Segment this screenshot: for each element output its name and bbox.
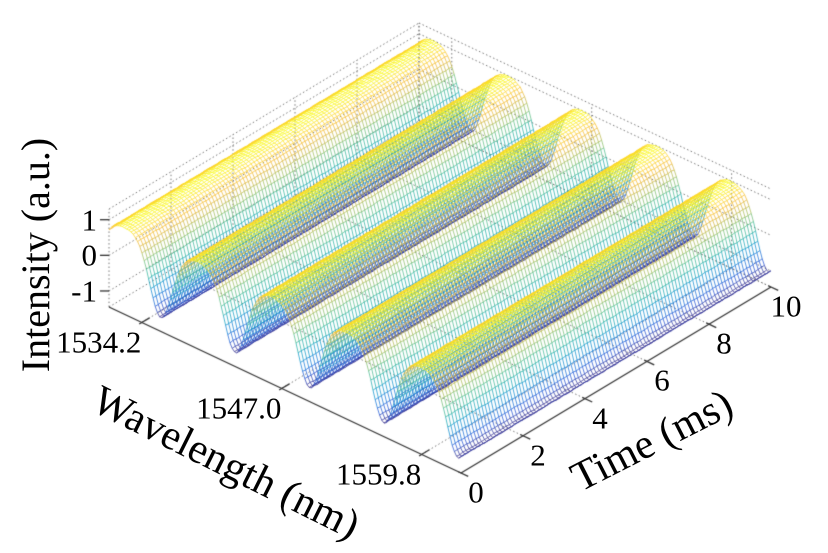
time-tick-label: 6 — [654, 362, 670, 398]
time-tick-label: 0 — [468, 474, 484, 510]
wavelength-tick-label: 1559.8 — [336, 456, 422, 492]
z-tick-label: -1 — [71, 273, 97, 309]
time-tick-label: 2 — [530, 437, 546, 473]
z-axis-title-intensity: Intensity (a.u.) — [13, 137, 58, 373]
z-tick-label: 0 — [81, 237, 98, 273]
wavelength-tick-label: 1534.2 — [56, 324, 142, 360]
wavelength-tick-label: 1547.0 — [196, 390, 282, 426]
time-tick-label: 4 — [592, 400, 608, 436]
time-tick-label: 8 — [716, 325, 732, 361]
time-tick-label: 10 — [770, 288, 802, 324]
z-tick-label: 1 — [81, 202, 98, 238]
